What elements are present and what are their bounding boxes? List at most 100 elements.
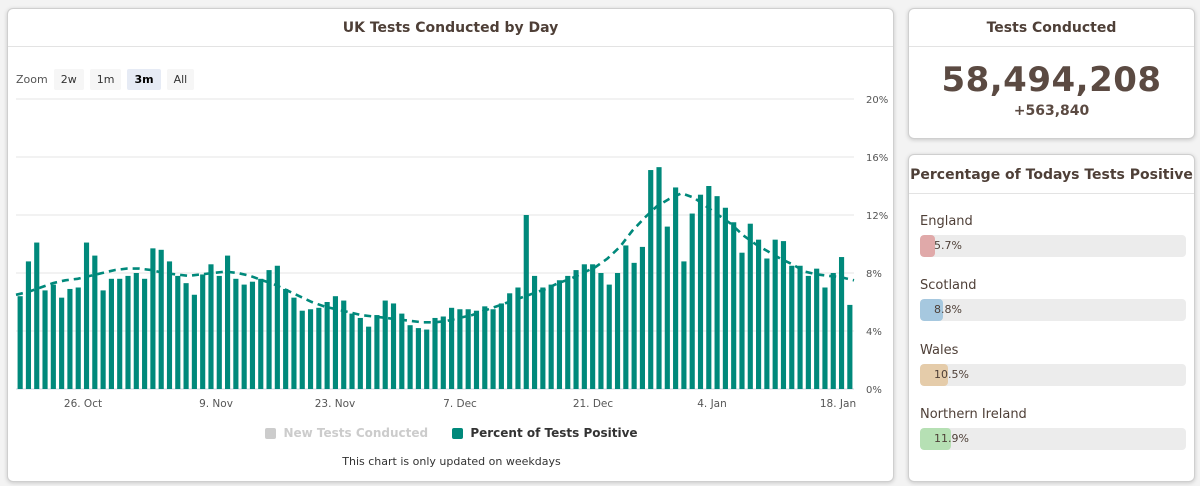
- bar: [756, 239, 762, 389]
- bar: [324, 302, 330, 389]
- bar: [382, 300, 388, 389]
- bar: [274, 265, 280, 389]
- bar: [283, 288, 289, 389]
- bar: [100, 290, 106, 389]
- bar: [814, 268, 820, 389]
- legend-label-percent-positive: Percent of Tests Positive: [470, 426, 638, 440]
- bar: [291, 297, 297, 389]
- country-name: Wales: [920, 343, 959, 358]
- legend-swatch-new-tests: [265, 427, 277, 439]
- bar: [573, 270, 579, 389]
- country-bar-track: 11.9%: [920, 428, 1186, 450]
- bar: [399, 313, 405, 389]
- country-bar-fill: [920, 299, 944, 321]
- bar: [590, 264, 596, 389]
- bar: [556, 280, 563, 389]
- percent-positive-title: Percentage of Todays Tests Positive: [909, 155, 1194, 194]
- tests-conducted-total: 58,494,208: [941, 60, 1162, 100]
- tests-conducted-panel: Tests Conducted 58,494,208 +563,840: [908, 8, 1195, 139]
- x-tick-label: 21. Dec: [573, 398, 614, 410]
- bar: [664, 226, 670, 389]
- bar: [507, 293, 513, 389]
- bar: [673, 187, 679, 389]
- bar: [150, 248, 156, 389]
- bar: [830, 273, 836, 389]
- bar: [747, 223, 753, 389]
- bar: [498, 303, 504, 389]
- bar: [390, 303, 397, 389]
- bar: [515, 287, 521, 389]
- bar: [59, 297, 65, 389]
- country-bar-fill: [920, 235, 936, 257]
- bar: [565, 275, 571, 389]
- bar: [349, 313, 355, 389]
- bar: [415, 328, 421, 389]
- bar: [598, 273, 604, 389]
- bar: [225, 255, 231, 389]
- bar: [623, 245, 629, 389]
- bar: [714, 196, 720, 389]
- legend-percent-positive[interactable]: Percent of Tests Positive: [452, 426, 638, 440]
- bar: [75, 287, 81, 389]
- bar: [531, 275, 538, 389]
- zoom-1m-button[interactable]: 1m: [89, 69, 122, 90]
- legend-label-new-tests: New Tests Conducted: [283, 426, 429, 440]
- bar: [482, 306, 488, 389]
- bar: [25, 261, 32, 389]
- bar: [233, 278, 239, 389]
- bar: [548, 284, 554, 389]
- bar: [465, 309, 471, 389]
- zoom-2w-button[interactable]: 2w: [53, 69, 84, 90]
- country-value: 8.8%: [934, 303, 962, 316]
- bar: [117, 278, 123, 389]
- bar: [805, 275, 811, 389]
- bar: [722, 207, 728, 389]
- bar: [838, 257, 845, 389]
- bar: [581, 264, 587, 389]
- x-tick-label: 23. Nov: [315, 398, 356, 410]
- bar: [216, 275, 222, 389]
- bar: [133, 273, 139, 389]
- bar: [142, 278, 148, 389]
- bar: [681, 261, 687, 389]
- bar: [631, 262, 637, 389]
- bar: [772, 239, 778, 389]
- bar: [92, 255, 98, 389]
- bar: [357, 317, 363, 389]
- country-england: England 5.7%: [920, 213, 1186, 257]
- bar: [299, 310, 305, 389]
- bar: [449, 307, 455, 389]
- country-northern-ireland: Northern Ireland 11.9%: [920, 406, 1186, 450]
- bar: [440, 316, 446, 389]
- y-tick-label: 4%: [866, 327, 882, 338]
- bar: [125, 275, 131, 389]
- chart-legend: New Tests Conducted Percent of Tests Pos…: [8, 426, 895, 442]
- x-tick-label: 9. Nov: [199, 398, 233, 410]
- x-tick-label: 7. Dec: [443, 398, 477, 410]
- bar: [780, 241, 787, 389]
- bar: [457, 309, 463, 389]
- bar: [67, 288, 73, 389]
- bar: [614, 273, 621, 389]
- tests-conducted-delta: +563,840: [1013, 103, 1090, 119]
- chart-panel: UK Tests Conducted by Day 0% 4% 8% 12% 16% 20…: [7, 8, 894, 482]
- bar: [789, 265, 795, 389]
- country-name: Northern Ireland: [920, 407, 1027, 422]
- bar: [307, 309, 314, 389]
- legend-new-tests[interactable]: New Tests Conducted: [265, 426, 428, 440]
- bar: [764, 258, 770, 389]
- bar: [366, 326, 372, 389]
- y-tick-label: 20%: [866, 95, 888, 106]
- bar: [639, 246, 645, 389]
- bar: [249, 281, 256, 389]
- bar: [42, 290, 48, 389]
- country-scotland: Scotland 8.8%: [920, 277, 1186, 321]
- bar: [191, 294, 197, 389]
- country-name: Scotland: [920, 278, 977, 293]
- bar: [266, 270, 272, 389]
- y-tick-label: 8%: [866, 269, 882, 280]
- zoom-3m-button[interactable]: 3m: [127, 69, 161, 90]
- chart-title: UK Tests Conducted by Day: [8, 9, 893, 47]
- zoom-controls: Zoom 2w 1m 3m All: [16, 69, 200, 90]
- zoom-all-button[interactable]: All: [166, 69, 195, 90]
